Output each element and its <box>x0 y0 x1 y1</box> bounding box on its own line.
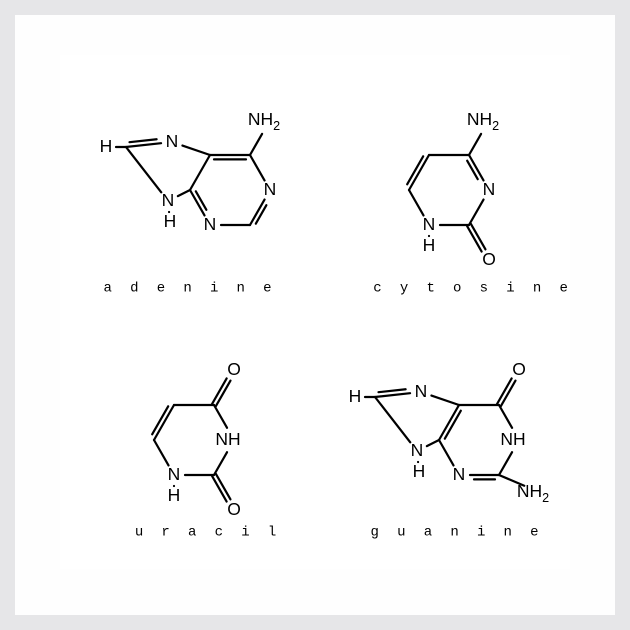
atom-label-N1: N <box>423 214 436 234</box>
bond <box>256 205 267 224</box>
atom-label-O4: O <box>227 359 241 379</box>
molecule-adenine: NNNH2NNHHa d e n i n e <box>100 109 280 297</box>
atom-label-N7: N <box>415 381 428 401</box>
canvas: NNNH2NNHHa d e n i n eNHONNH2c y t o s i… <box>0 0 630 630</box>
bond <box>154 440 169 465</box>
atom-label-O2: O <box>227 499 241 519</box>
bond <box>427 440 439 446</box>
atom-label-N2: NH2 <box>517 481 549 506</box>
atom-label-N6: NH2 <box>248 109 280 134</box>
bond <box>439 405 459 440</box>
atom-label-H1: H <box>423 235 436 255</box>
atom-label-O6: O <box>512 359 526 379</box>
molecule-guanine: NHNH2NONNHHg u a n i n e <box>349 359 549 541</box>
molecule-uracil: NH O NH Ou r a c i l <box>135 359 281 541</box>
bond <box>409 190 424 215</box>
atom-label-N3: N <box>453 464 466 484</box>
atom-label-N3: NH <box>215 429 240 449</box>
atom-label-H1: H <box>168 485 181 505</box>
bond <box>250 155 265 180</box>
bond <box>250 134 262 155</box>
molecule-cytosine: NHONNH2c y t o s i n e <box>373 109 570 297</box>
atom-label-N7: N <box>166 131 179 151</box>
atom-label-N9: N <box>162 190 175 210</box>
panel: NNNH2NNHHa d e n i n eNHONNH2c y t o s i… <box>60 55 570 569</box>
bond <box>130 139 157 142</box>
bond <box>499 452 512 475</box>
bond <box>439 440 454 465</box>
atom-label-N9: N <box>411 440 424 460</box>
atom-label-N1: N <box>168 464 181 484</box>
bond <box>154 405 174 440</box>
caption-adenine: a d e n i n e <box>104 281 277 297</box>
atom-label-H8: H <box>100 136 113 156</box>
bond <box>196 191 207 210</box>
bond <box>467 161 478 180</box>
bond <box>126 147 161 192</box>
bond <box>431 396 459 405</box>
bond <box>182 146 210 155</box>
bond <box>499 405 512 428</box>
molecule-grid: NNNH2NNHHa d e n i n eNHONNH2c y t o s i… <box>60 55 570 569</box>
atom-label-H8: H <box>349 386 362 406</box>
atom-label-O2: O <box>482 249 496 269</box>
atom-label-N1: NH <box>500 429 525 449</box>
atom-label-N1: N <box>264 179 277 199</box>
bond <box>379 389 406 392</box>
bond <box>178 190 190 196</box>
atom-label-H9: H <box>413 461 426 481</box>
atom-label-N3: N <box>483 179 496 199</box>
atom-label-N4: NH2 <box>467 109 499 134</box>
caption-guanine: g u a n i n e <box>371 525 544 541</box>
bond <box>126 143 161 147</box>
bond <box>469 200 484 225</box>
atom-label-N3: N <box>204 214 217 234</box>
bond <box>469 134 481 155</box>
bond <box>190 155 210 190</box>
bond <box>214 405 227 428</box>
bond <box>375 393 410 397</box>
bond <box>375 397 410 442</box>
caption-cytosine: c y t o s i n e <box>373 281 570 297</box>
caption-uracil: u r a c i l <box>135 525 281 541</box>
atom-label-H9: H <box>164 211 177 231</box>
bond <box>409 155 429 190</box>
bond <box>214 452 227 475</box>
